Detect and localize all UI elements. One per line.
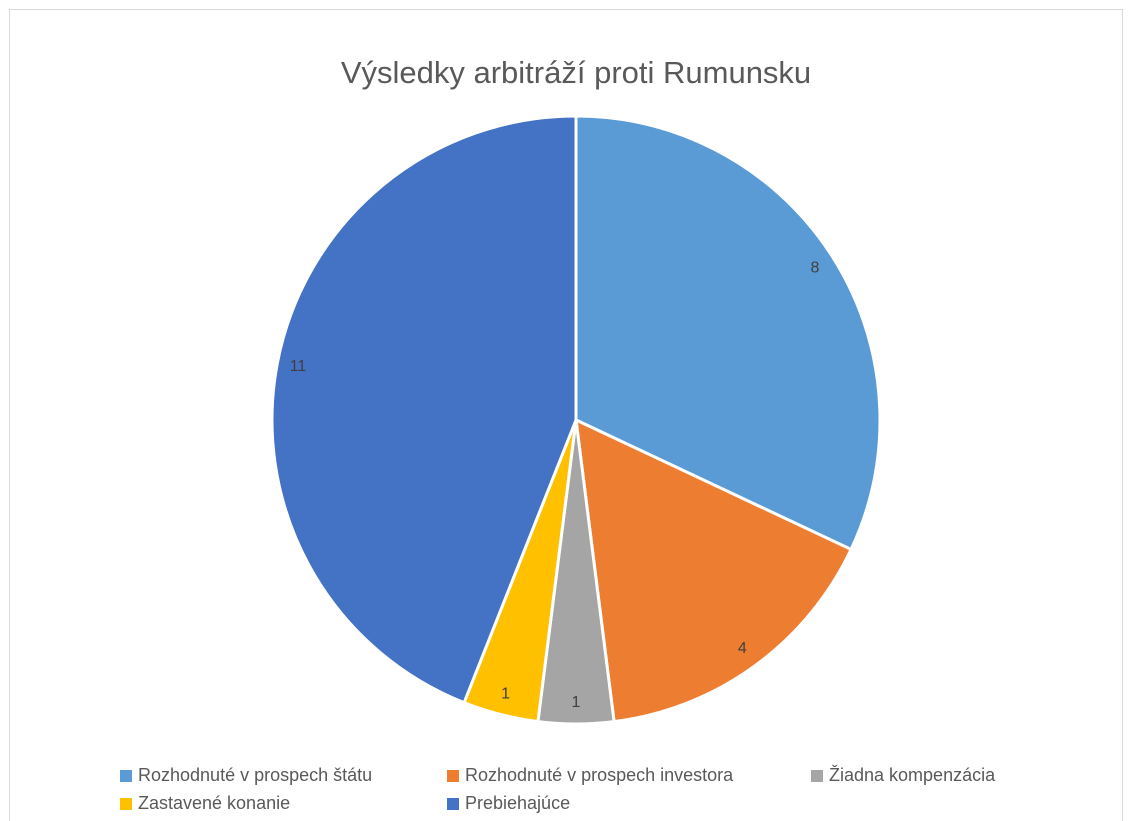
legend-label: Zastavené konanie [138, 793, 290, 813]
legend-label: Rozhodnuté v prospech investora [465, 765, 734, 785]
legend-swatch [120, 770, 132, 782]
legend-swatch [811, 770, 823, 782]
legend-label: Rozhodnuté v prospech štátu [138, 765, 372, 785]
legend-swatch [447, 770, 459, 782]
data-label: 4 [738, 640, 747, 657]
pie-slice [574, 417, 854, 724]
legend-swatch [120, 798, 132, 810]
data-label: 8 [810, 260, 819, 277]
legend-label: Prebiehajúce [465, 793, 570, 813]
data-label: 11 [290, 358, 307, 375]
pie-slice [574, 114, 882, 552]
chart-title: Výsledky arbitráží proti Rumunsku [341, 55, 811, 90]
data-label: 1 [501, 685, 510, 702]
data-label: 1 [572, 694, 581, 711]
legend-swatch [447, 798, 459, 810]
pie-slice [270, 114, 578, 705]
legend-label: Žiadna kompenzácia [829, 765, 996, 785]
